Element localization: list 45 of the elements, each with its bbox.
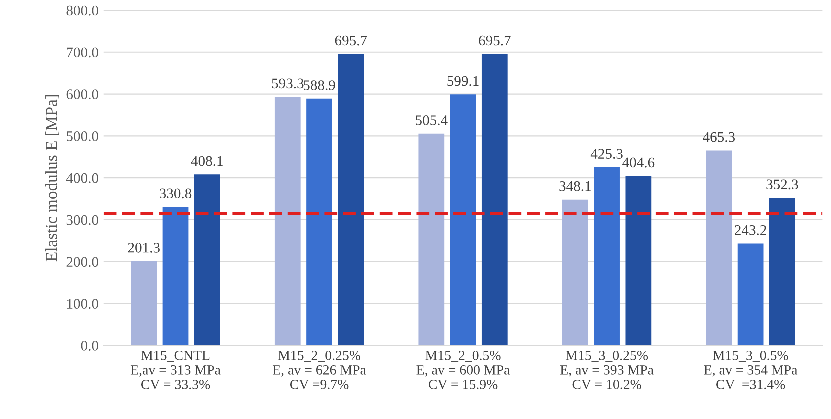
y-tick-label: 400.0 — [66, 173, 98, 184]
y-tick-label: 100.0 — [67, 299, 98, 310]
bar — [194, 174, 220, 346]
x-tick-label: M15_2_0.5% E, av = 600 MPa CV = 15.9% — [416, 350, 510, 390]
y-tick-label: 200.0 — [66, 257, 98, 268]
y-axis-title: Elastic modulus E [MPa] — [46, 95, 60, 262]
data-label: 201.3 — [128, 242, 160, 253]
data-label: 695.7 — [479, 36, 511, 46]
bar — [274, 97, 301, 346]
x-tick-label: M15_2_0.25% E, av = 626 MPa CV =9.7% — [272, 350, 366, 390]
data-label: 408.1 — [191, 156, 223, 166]
y-tick-label: 700.0 — [67, 48, 98, 58]
bar — [562, 200, 588, 346]
data-label: 243.2 — [735, 225, 766, 236]
bar — [162, 207, 189, 346]
y-tick-label: 500.0 — [67, 132, 98, 142]
bar — [738, 244, 764, 346]
data-label: 348.1 — [560, 181, 591, 192]
bar — [594, 167, 620, 346]
bar — [306, 98, 332, 346]
bar — [338, 54, 364, 346]
data-label: 588.9 — [304, 80, 336, 90]
bar — [626, 176, 652, 346]
x-tick-label: M15_3_0.5% E, av = 354 MPa CV =31.4% — [704, 350, 798, 390]
data-label: 593.3 — [272, 78, 304, 89]
data-label: 352.3 — [766, 180, 798, 190]
data-label: 330.8 — [160, 188, 192, 199]
bar — [131, 261, 158, 346]
bar — [482, 54, 508, 346]
bar — [418, 134, 445, 346]
bar — [770, 198, 796, 346]
x-tick-label: M15_CNTL E,av = 313 MPa CV = 33.3% — [130, 350, 221, 390]
data-label: 465.3 — [703, 132, 736, 142]
data-label: 404.6 — [622, 158, 655, 168]
data-label: 425.3 — [590, 149, 623, 160]
y-tick-label: 600.0 — [66, 90, 98, 100]
data-label: 695.7 — [335, 36, 368, 46]
data-label: 599.1 — [448, 76, 479, 86]
y-tick-label: 300.0 — [66, 215, 98, 226]
y-tick-label: 800.0 — [66, 6, 98, 16]
bar — [706, 150, 732, 346]
x-tick-label: M15_3_0.25% E, av = 393 MPa CV = 10.2% — [560, 350, 654, 390]
data-label: 505.4 — [416, 116, 448, 126]
bar — [450, 94, 476, 346]
y-tick-label: 0.0 — [81, 341, 98, 351]
